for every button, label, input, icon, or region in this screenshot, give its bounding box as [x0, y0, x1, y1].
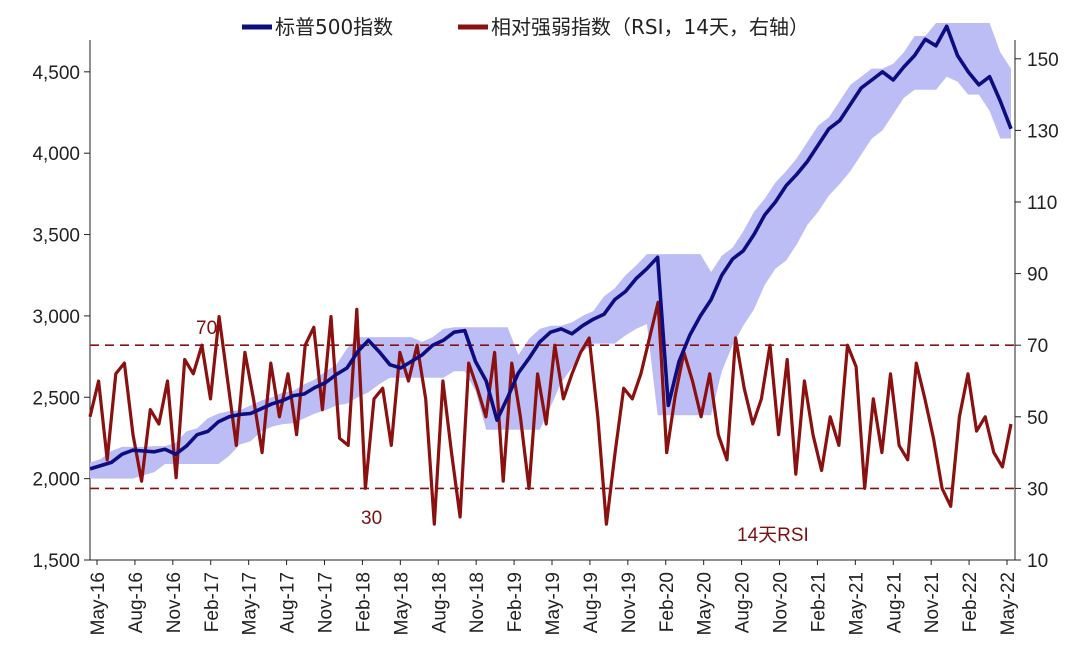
x-tick-label: Feb-17 — [202, 572, 223, 632]
x-tick-label: Aug-21 — [884, 572, 905, 633]
legend-label-spx: 标普500指数 — [275, 15, 393, 39]
left-tick-label: 2,000 — [32, 470, 80, 491]
x-tick-label: Nov-21 — [922, 572, 943, 633]
annotation-70: 70 — [196, 318, 217, 339]
left-tick-label: 3,500 — [32, 226, 80, 247]
x-tick-label: Aug-18 — [429, 572, 450, 633]
x-tick-label: May-17 — [240, 572, 261, 635]
left-tick-label: 4,500 — [32, 63, 80, 84]
x-tick-label: Aug-16 — [126, 572, 147, 633]
x-tick-label: May-16 — [88, 572, 109, 635]
spx-series-line — [89, 24, 1013, 471]
right-tick-label: 50 — [1027, 408, 1048, 429]
legend: 标普500指数 相对强弱指数（RSI，14天，右轴） — [242, 15, 809, 39]
x-tick-label: Feb-21 — [808, 572, 829, 632]
x-tick-label: Aug-17 — [278, 572, 299, 633]
x-tick-label: May-22 — [998, 572, 1019, 635]
left-tick-label: 1,500 — [32, 551, 80, 572]
x-tick-label: Feb-18 — [353, 572, 374, 632]
x-tick-label: Feb-20 — [657, 572, 678, 632]
x-tick-label: Nov-18 — [467, 572, 488, 633]
annotation-14-day-rsi: 14天RSI — [737, 525, 809, 546]
x-tick-label: Nov-16 — [164, 572, 185, 633]
x-tick-label: May-19 — [543, 572, 564, 635]
right-tick-label: 30 — [1027, 479, 1048, 500]
left-axis-ticks: 1,500 2,000 2,500 3,000 3,500 4,000 4,500 — [32, 63, 90, 572]
x-axis-ticks: May-16 Aug-16 Nov-16 Feb-17 May-17 Aug-17 Nov-… — [88, 560, 1019, 635]
x-tick-label: Aug-20 — [733, 572, 754, 633]
right-tick-label: 150 — [1027, 50, 1059, 71]
rsi-series-line — [88, 300, 1013, 526]
x-tick-label: May-18 — [391, 572, 412, 635]
right-tick-label: 110 — [1027, 193, 1057, 214]
left-tick-label: 2,500 — [32, 388, 80, 409]
right-tick-label: 130 — [1027, 121, 1059, 142]
x-tick-label: Nov-19 — [619, 572, 640, 633]
legend-label-rsi: 相对强弱指数（RSI，14天，右轴） — [491, 15, 809, 39]
right-tick-label: 70 — [1027, 336, 1048, 357]
left-tick-label: 4,000 — [32, 144, 80, 165]
left-tick-label: 3,000 — [32, 307, 80, 328]
x-tick-label: Feb-19 — [505, 572, 526, 632]
annotation-30: 30 — [361, 508, 382, 529]
x-tick-label: Aug-19 — [581, 572, 602, 633]
x-tick-label: Nov-17 — [316, 572, 337, 633]
right-tick-label: 90 — [1027, 265, 1048, 286]
x-tick-label: Feb-22 — [960, 572, 981, 632]
x-tick-label: Nov-20 — [771, 572, 792, 633]
right-axis-ticks: 10 30 50 70 90 110 130 150 — [1015, 50, 1059, 572]
x-tick-label: May-21 — [846, 572, 867, 635]
x-tick-label: May-20 — [695, 572, 716, 635]
right-tick-label: 10 — [1027, 551, 1048, 572]
